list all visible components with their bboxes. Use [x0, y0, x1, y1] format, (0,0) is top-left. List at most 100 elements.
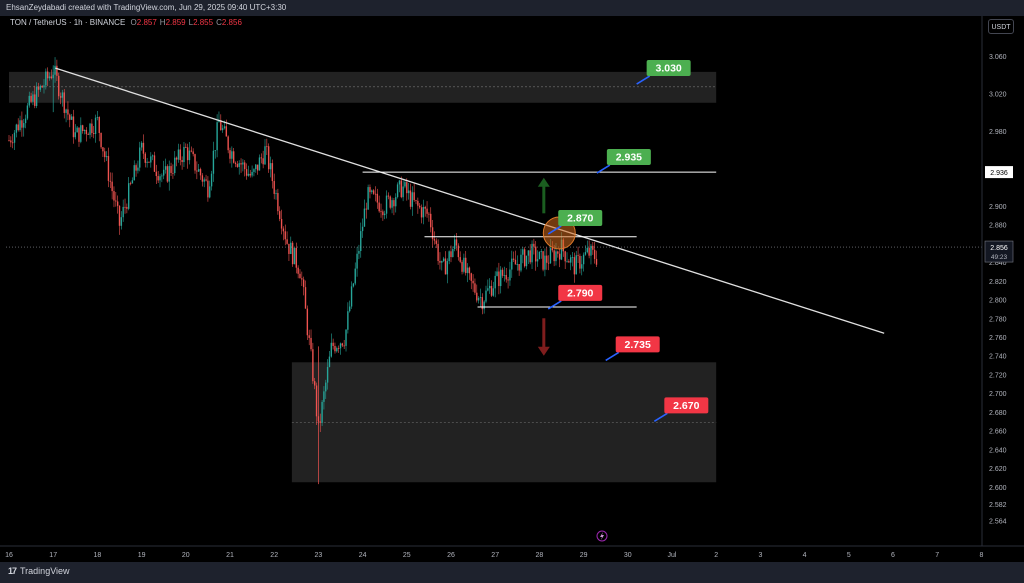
- y-tick-label: 2.600: [989, 485, 1007, 492]
- target-label-pointer: [636, 75, 651, 85]
- candle-body: [396, 184, 399, 198]
- target-label-text: 2.935: [616, 152, 642, 164]
- candle-body: [279, 211, 281, 219]
- candle-body: [11, 142, 14, 144]
- candle-body: [271, 163, 274, 182]
- candle-body: [262, 158, 264, 165]
- candle-body: [54, 65, 56, 75]
- candle-body: [527, 250, 530, 256]
- y-tick-label: 2.740: [989, 354, 1007, 361]
- target-label-box: [606, 149, 651, 166]
- candle-body: [363, 208, 366, 227]
- candle-body: [89, 123, 91, 135]
- time-axis[interactable]: 16 17 18 19 20 21 22 23 24 25 26 27 28 29 30 Jul 2 3 4 5 6 7 8: [0, 530, 1024, 559]
- candle-body: [186, 147, 189, 161]
- candle-body: [428, 213, 430, 215]
- candle-body: [509, 269, 511, 281]
- candle-body: [96, 117, 99, 118]
- candle-body: [350, 286, 353, 307]
- candle-body: [61, 92, 64, 98]
- candle-body: [490, 285, 493, 296]
- candle-body: [485, 290, 487, 302]
- candle-body: [339, 343, 342, 349]
- candle-body: [163, 169, 165, 176]
- candle-body: [376, 193, 379, 203]
- candle-body: [249, 173, 251, 176]
- candle-body: [43, 85, 45, 88]
- candle-body: [571, 257, 574, 259]
- candle-body: [417, 200, 419, 206]
- candle-body: [8, 140, 10, 142]
- candle-body: [409, 190, 412, 207]
- x-tick-label: 28: [536, 552, 544, 559]
- candle-body: [384, 213, 386, 216]
- price-axis[interactable]: 3.0603.0202.9802.9402.9002.8802.8602.840…: [981, 16, 1024, 546]
- candle-body: [433, 239, 436, 241]
- candle-body: [302, 279, 305, 288]
- candle-body: [21, 120, 23, 128]
- candle-body: [520, 254, 522, 271]
- candle-body: [407, 190, 410, 194]
- candle-body: [172, 172, 174, 174]
- candle-body: [91, 123, 93, 134]
- x-tick-label: 23: [315, 552, 323, 559]
- candle-body: [575, 255, 577, 275]
- candle-body: [81, 125, 84, 132]
- candle-body: [472, 280, 474, 284]
- candle-body: [444, 258, 447, 275]
- candle-body: [465, 257, 467, 273]
- candle-body: [232, 151, 235, 163]
- candle-body: [503, 274, 506, 276]
- x-tick-label: 25: [403, 552, 411, 559]
- candle-body: [83, 129, 86, 132]
- candle-body: [166, 166, 169, 182]
- candle-body: [450, 251, 452, 258]
- candle-body: [566, 261, 568, 262]
- candle-body: [192, 151, 194, 155]
- candle-body: [380, 211, 382, 213]
- candle-body: [581, 264, 583, 269]
- candle-body: [150, 156, 152, 163]
- candle-body: [328, 356, 331, 367]
- candle-body: [122, 206, 124, 218]
- candle-body: [498, 271, 500, 287]
- candle-body: [382, 211, 384, 216]
- currency-button[interactable]: USDT: [988, 19, 1014, 34]
- y-tick-label: 2.564: [989, 519, 1007, 526]
- candle-body: [492, 288, 495, 296]
- candle-body: [212, 150, 215, 174]
- candle-body: [273, 181, 275, 194]
- candle-body: [512, 258, 515, 260]
- tradingview-brand[interactable]: 17 TradingView: [8, 566, 70, 576]
- symbol-legend[interactable]: TON / TetherUS · 1h · BINANCE O2.857 H2.8…: [10, 18, 242, 27]
- candle-body: [175, 157, 178, 160]
- candle-body: [446, 261, 449, 275]
- candle-body: [295, 247, 297, 268]
- candle-body: [461, 261, 463, 272]
- candle-body: [238, 163, 240, 167]
- candle-body: [69, 114, 71, 120]
- candle-body: [258, 157, 261, 171]
- candle-body: [374, 193, 377, 195]
- candle-body: [496, 271, 498, 276]
- candle-body: [337, 348, 340, 349]
- candle-body: [372, 190, 375, 194]
- candle-body: [314, 381, 316, 386]
- candle-body: [229, 150, 231, 159]
- candle-body: [17, 124, 19, 131]
- y-tick-label: 2.760: [989, 335, 1007, 342]
- candle-body: [234, 162, 237, 164]
- candle-body: [418, 205, 421, 208]
- candle-body: [109, 180, 111, 182]
- candle-body: [301, 278, 303, 280]
- candle-body: [59, 96, 62, 98]
- x-tick-label: 7: [935, 552, 939, 559]
- candle-body: [592, 245, 594, 250]
- candle-body: [430, 213, 432, 228]
- supply-zone: [9, 71, 717, 103]
- candle-body: [209, 186, 211, 198]
- candle-body: [306, 308, 309, 336]
- candle-body: [398, 180, 401, 185]
